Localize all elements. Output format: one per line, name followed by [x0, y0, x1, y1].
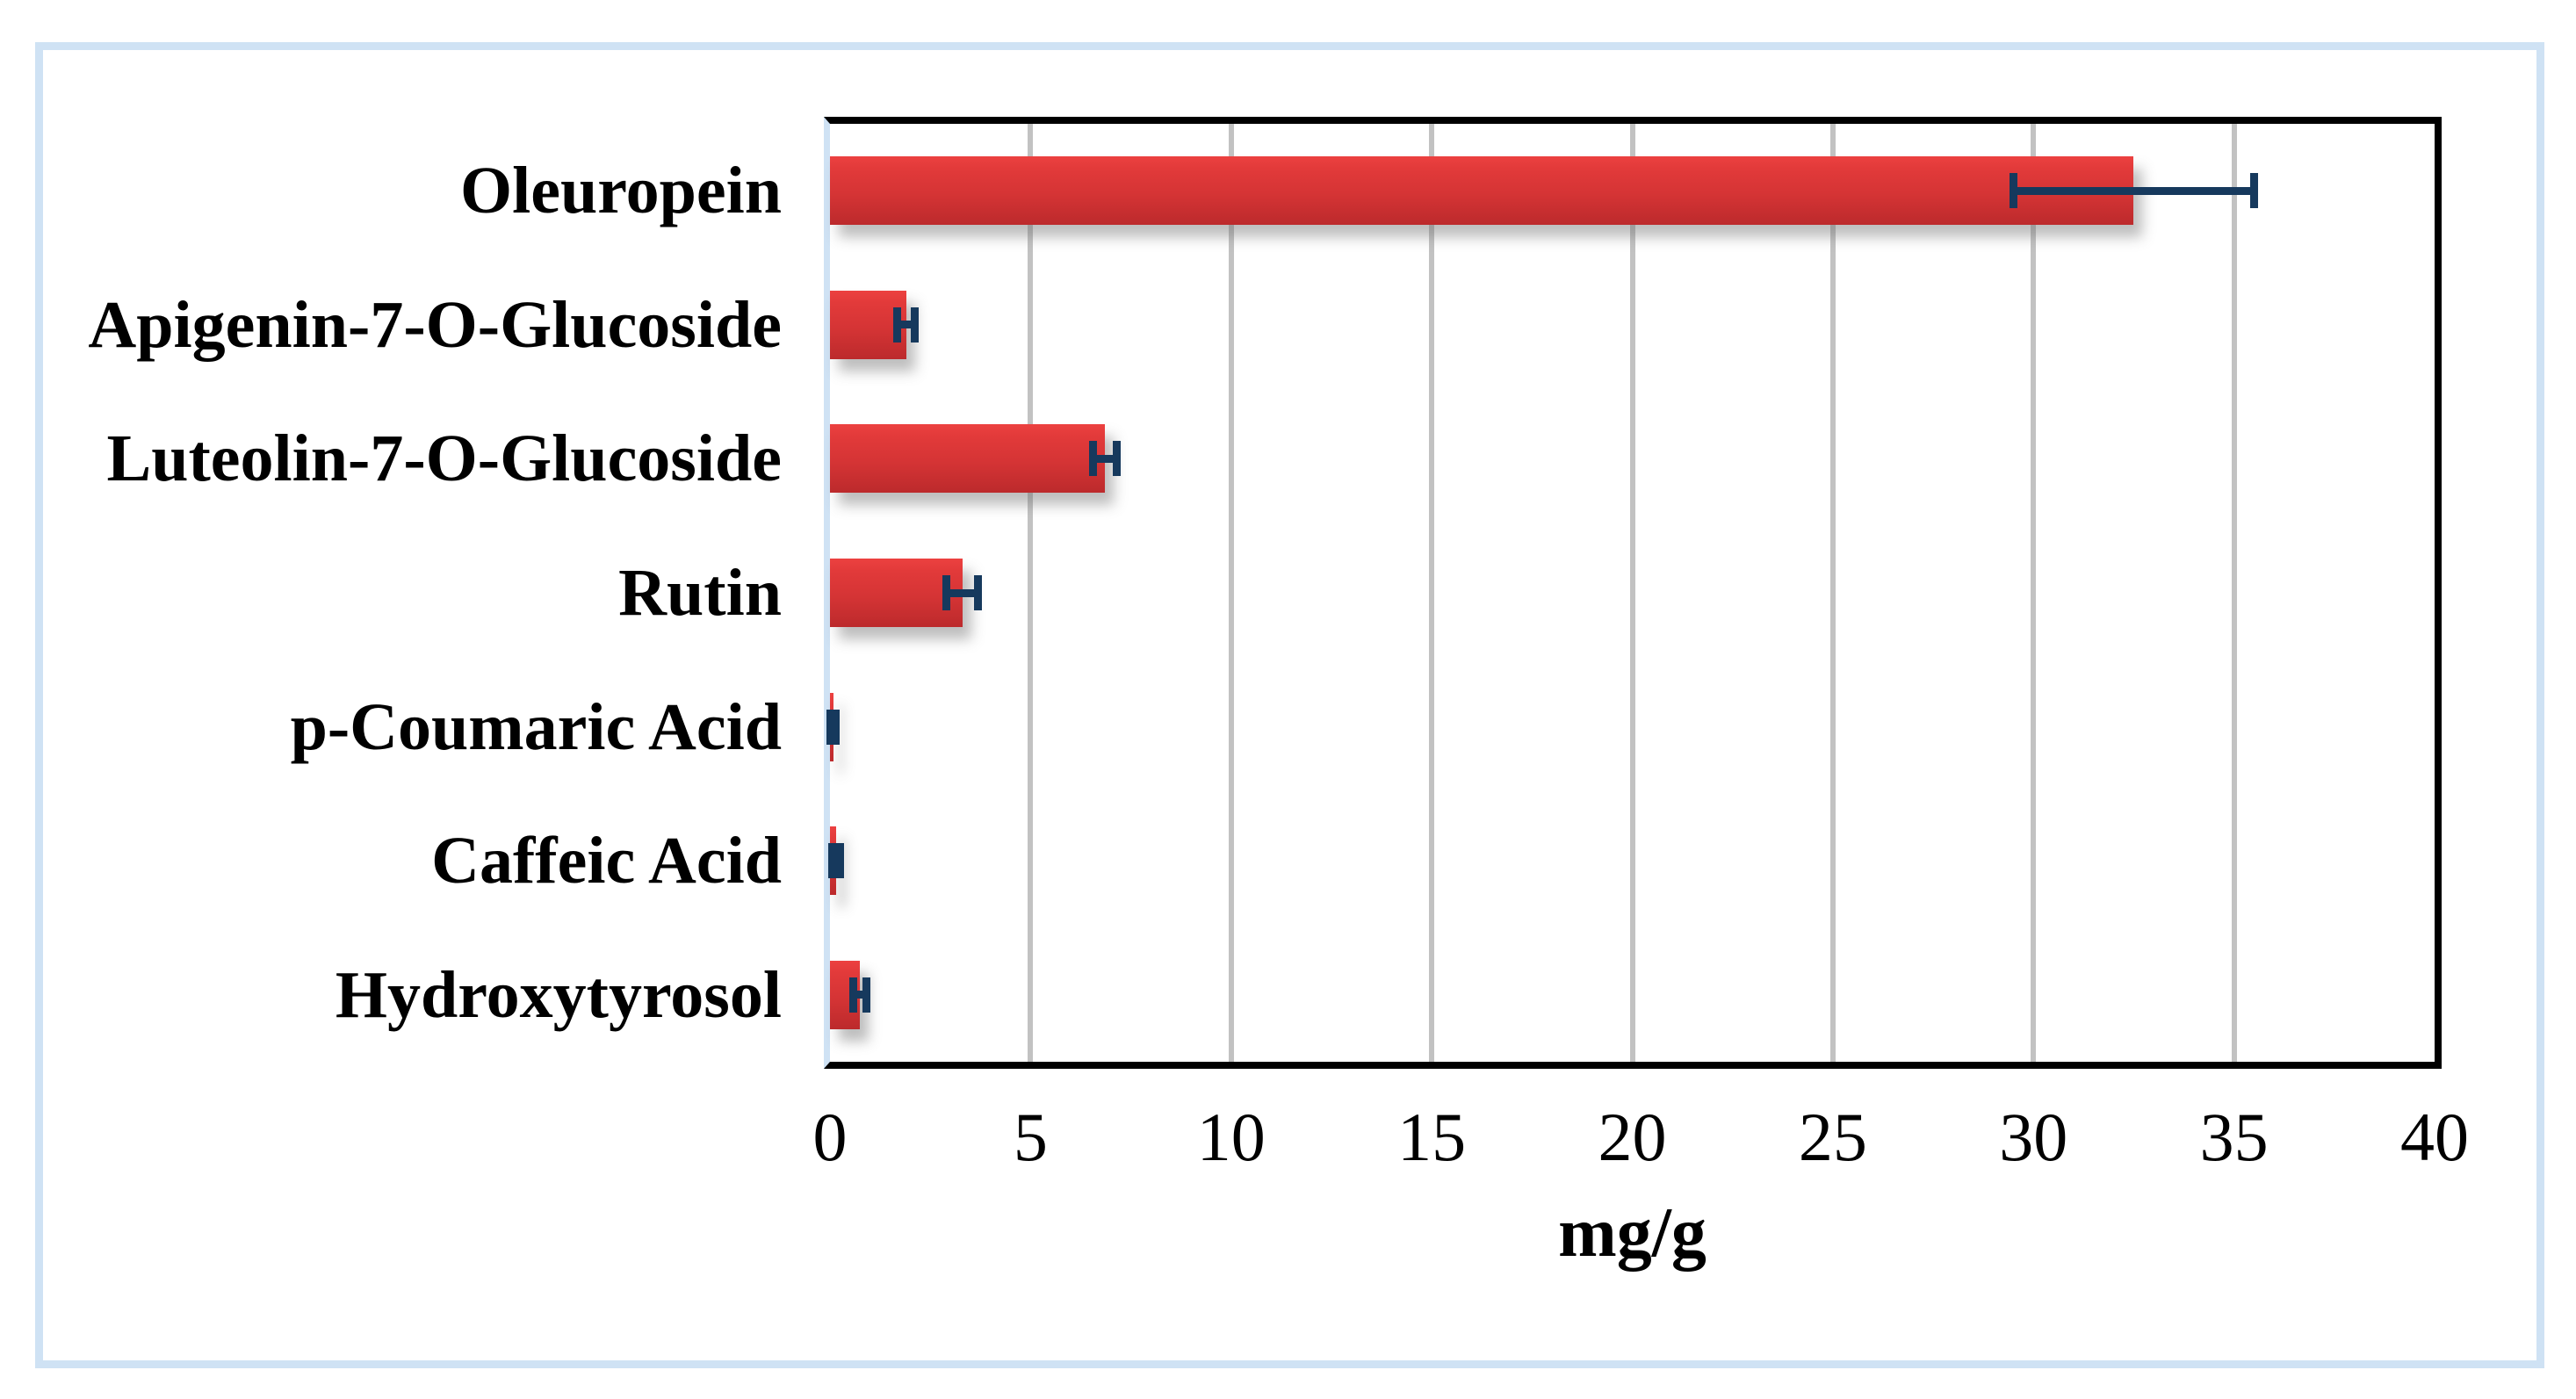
category-label-rutin: Rutin	[618, 556, 782, 631]
x-tick-label-35: 35	[2199, 1099, 2269, 1175]
plot-area	[824, 117, 2442, 1069]
error-cap-low-oleuropein	[2009, 173, 2017, 209]
x-tick-label-40: 40	[2400, 1099, 2469, 1175]
error-cap-high-rutin	[974, 575, 983, 610]
error-cap-high-hydroxytyrosol	[862, 977, 871, 1013]
error-bar-rutin	[946, 588, 978, 597]
error-cap-high-luteolin-7-o-glucoside	[1113, 441, 1122, 477]
gridline-15	[1429, 124, 1435, 1062]
error-bar-caffeic-acid	[832, 856, 841, 865]
gridline-30	[2031, 124, 2037, 1062]
category-label-oleuropein: Oleuropein	[460, 154, 782, 228]
category-label-hydroxytyrosol: Hydroxytyrosol	[335, 957, 782, 1032]
x-axis-label: mg/g	[1558, 1194, 1707, 1272]
category-label-luteolin-7-o-glucoside: Luteolin-7-O-Glucoside	[106, 422, 782, 496]
x-tick-label-20: 20	[1598, 1099, 1667, 1175]
error-cap-high-oleuropein	[2249, 173, 2258, 209]
category-label-p-coumaric-acid: p-Coumaric Acid	[290, 689, 782, 764]
error-cap-high-p-coumaric-acid	[831, 709, 840, 745]
error-cap-high-caffeic-acid	[835, 843, 844, 879]
error-bar-apigenin-7-o-glucoside	[897, 321, 915, 329]
x-tick-label-30: 30	[1999, 1099, 2068, 1175]
error-cap-low-rutin	[942, 575, 950, 610]
error-bar-hydroxytyrosol	[853, 991, 867, 999]
error-cap-low-luteolin-7-o-glucoside	[1088, 441, 1097, 477]
x-tick-label-5: 5	[1013, 1099, 1048, 1175]
gridline-20	[1629, 124, 1635, 1062]
gridline-10	[1228, 124, 1234, 1062]
x-tick-label-0: 0	[812, 1099, 848, 1175]
error-cap-high-apigenin-7-o-glucoside	[911, 306, 920, 343]
bar-oleuropein	[830, 156, 2134, 226]
error-cap-low-hydroxytyrosol	[849, 977, 858, 1013]
error-cap-low-p-coumaric-acid	[826, 709, 835, 745]
category-label-apigenin-7-o-glucoside: Apigenin-7-O-Glucoside	[88, 287, 782, 362]
error-cap-low-caffeic-acid	[827, 843, 836, 879]
x-tick-label-10: 10	[1196, 1099, 1266, 1175]
gridline-5	[1028, 124, 1034, 1062]
error-cap-low-apigenin-7-o-glucoside	[893, 306, 902, 343]
error-bar-oleuropein	[2013, 186, 2255, 195]
x-tick-label-15: 15	[1397, 1099, 1467, 1175]
x-tick-label-25: 25	[1798, 1099, 1867, 1175]
bar-luteolin-7-o-glucoside	[830, 424, 1105, 494]
error-bar-luteolin-7-o-glucoside	[1093, 454, 1117, 463]
category-axis: Oleuropein Apigenin-7-O-Glucoside Luteolin…	[53, 124, 782, 1062]
bar-rutin	[830, 559, 963, 627]
gridline-25	[1829, 124, 1836, 1062]
category-label-caffeic-acid: Caffeic Acid	[431, 824, 782, 898]
gridline-35	[2231, 124, 2237, 1062]
